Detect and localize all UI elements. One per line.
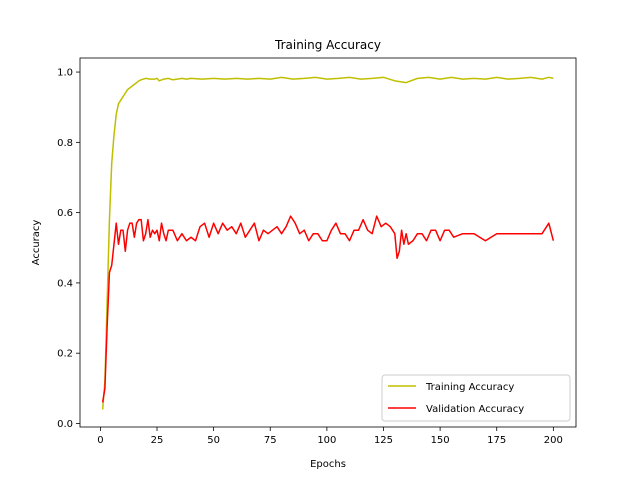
x-tick-label: 25 <box>151 435 164 446</box>
x-tick-label: 75 <box>264 435 277 446</box>
y-tick-label: 0.0 <box>57 419 73 430</box>
y-tick-label: 0.8 <box>57 138 73 149</box>
plot-frame <box>79 57 577 428</box>
y-tick-label: 0.6 <box>57 208 73 219</box>
axis-layer: 0 25 50 75 100 125 150 175 200 0.0 0.2 0.4 0.6 0.8 1.0 <box>57 57 577 446</box>
y-tick-label: 0.4 <box>57 278 73 289</box>
training-accuracy-line <box>101 76 554 410</box>
y-tick-label: 0.2 <box>57 349 73 360</box>
x-axis-label: Epochs <box>310 459 346 470</box>
x-tick-label: 100 <box>317 435 336 446</box>
validation-accuracy-line <box>101 215 555 403</box>
legend-training-label: Training Accuracy <box>425 382 514 393</box>
x-tick-label: 125 <box>374 435 393 446</box>
x-tick-label: 0 <box>97 435 103 446</box>
legend-box <box>381 374 571 422</box>
chart-title: Training Accuracy <box>274 38 381 52</box>
legend-validation-label: Validation Accuracy <box>426 404 524 415</box>
x-tick-label: 150 <box>431 435 450 446</box>
y-tick-label: 1.0 <box>57 68 73 79</box>
x-tick-label: 50 <box>207 435 220 446</box>
series-layer <box>101 76 555 410</box>
y-axis-label: Accuracy <box>31 220 42 266</box>
x-tick-label: 200 <box>544 435 563 446</box>
x-tick-label: 175 <box>487 435 506 446</box>
legend: Training Accuracy Validation Accuracy <box>381 374 571 422</box>
